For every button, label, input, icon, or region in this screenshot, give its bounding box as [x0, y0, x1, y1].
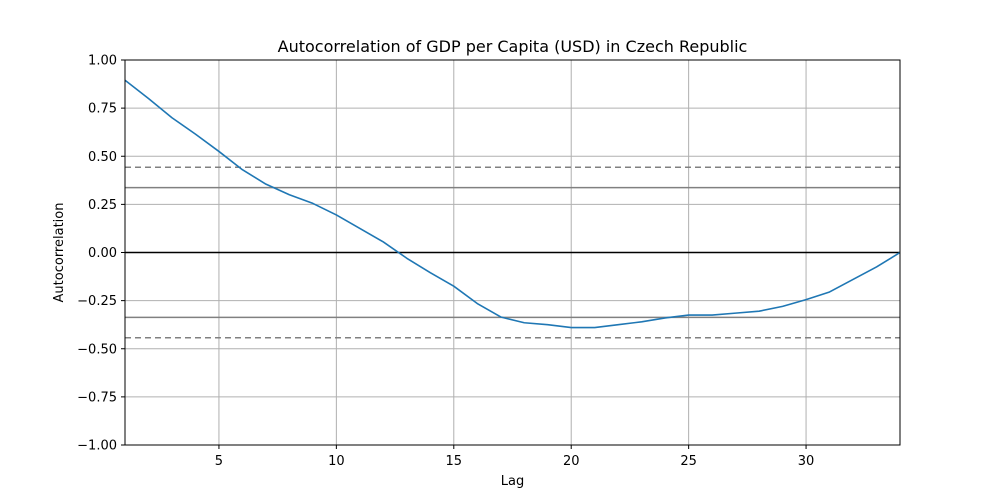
y-tick-label: 0.50: [88, 150, 117, 165]
y-tick-label: 0.75: [88, 102, 117, 117]
y-tick-label: −0.25: [77, 294, 117, 309]
y-axis-ticks: −1.00 −0.75 −0.50 −0.25 0.00 0.25 0.50 0.75 1.00: [77, 54, 125, 454]
y-tick-label: −0.75: [77, 390, 117, 405]
y-tick-label: −0.50: [77, 342, 117, 357]
reference-lines: [125, 166, 900, 339]
x-axis-label: Lag: [501, 474, 524, 489]
x-tick-label: 5: [215, 454, 223, 469]
series-layer: [124, 79, 901, 329]
y-axis-label: Autocorrelation: [52, 203, 67, 303]
x-tick-label: 20: [563, 454, 580, 469]
x-axis-ticks: 5 10 15 20 25 30: [215, 445, 815, 469]
y-tick-label: −1.00: [77, 439, 117, 454]
x-tick-label: 10: [328, 454, 345, 469]
x-tick-label: 30: [798, 454, 815, 469]
y-tick-label: 1.00: [88, 54, 117, 69]
autocorrelation-line: [124, 79, 901, 329]
chart-title: Autocorrelation of GDP per Capita (USD) …: [278, 37, 748, 56]
x-tick-label: 15: [446, 454, 463, 469]
y-tick-label: 0.25: [88, 198, 117, 213]
x-tick-label: 25: [680, 454, 697, 469]
y-tick-label: 0.00: [88, 246, 117, 261]
